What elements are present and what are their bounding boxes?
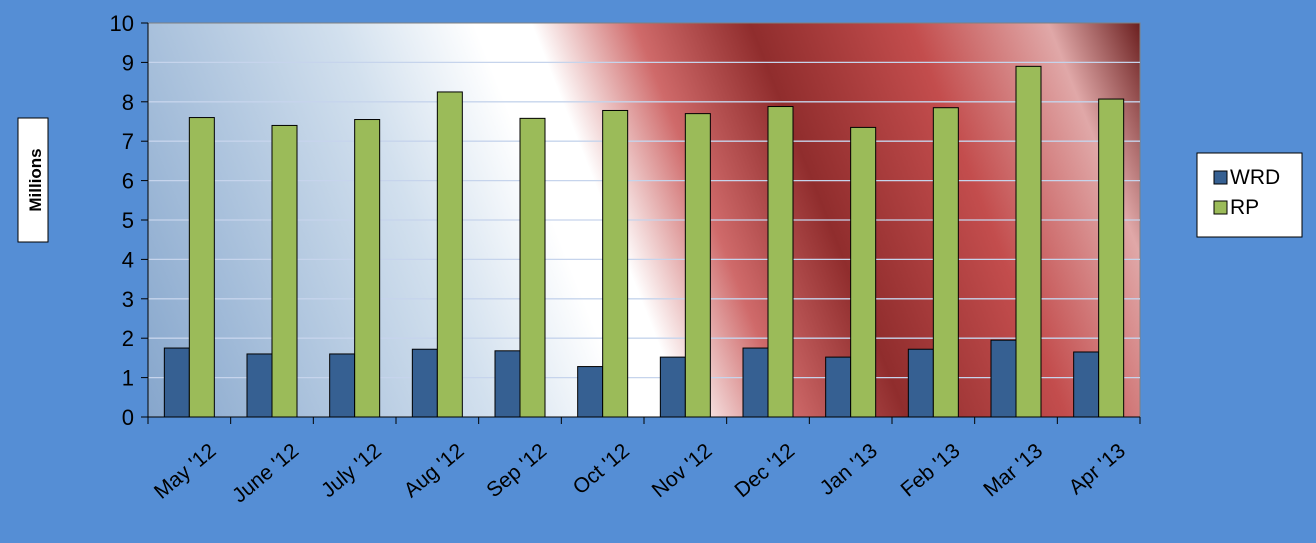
bar-rp <box>519 117 546 418</box>
y-axis-title-box <box>17 117 49 243</box>
bar-rp <box>767 106 794 418</box>
y-tick-label: 5 <box>122 208 134 233</box>
x-tick-label: Sep '12 <box>482 439 551 502</box>
x-tick-label: Feb '13 <box>897 439 965 501</box>
bar-rp <box>1098 98 1125 418</box>
y-tick-label: 10 <box>110 11 134 36</box>
legend-label-rp: RP <box>1230 196 1259 219</box>
bar-wrd <box>246 353 273 418</box>
x-tick-label: June '12 <box>228 439 303 507</box>
bar-wrd <box>163 347 190 418</box>
legend-swatch-rp <box>1213 200 1228 215</box>
bar-rp <box>436 91 463 418</box>
bar-rp <box>354 119 381 418</box>
axes <box>141 22 1141 424</box>
bar-wrd <box>494 350 521 418</box>
x-tick-label: May '12 <box>150 439 221 503</box>
bar-rp <box>932 107 959 418</box>
y-tick-label: 6 <box>122 169 134 194</box>
bar-wrd <box>329 353 356 418</box>
bar-rp <box>188 117 215 418</box>
bar-wrd <box>1073 351 1100 418</box>
y-tick-label: 7 <box>122 129 134 154</box>
bar-rp <box>850 126 877 418</box>
bar-wrd <box>577 366 604 418</box>
legend-label-wrd: WRD <box>1230 166 1280 189</box>
x-tick-label: Aug '12 <box>400 439 469 502</box>
bar-wrd <box>907 348 934 418</box>
y-axis-title: Millions <box>17 117 49 243</box>
bars <box>163 65 1125 418</box>
y-tick-label: 1 <box>122 366 134 391</box>
x-tick-label: July '12 <box>317 439 386 502</box>
y-tick-label: 0 <box>122 405 134 430</box>
legend: WRD RP <box>1196 152 1303 238</box>
x-tick-label: Jan '13 <box>816 439 882 500</box>
legend-swatch-wrd <box>1213 170 1228 185</box>
y-tick-label: 2 <box>122 326 134 351</box>
bar-wrd <box>411 348 438 418</box>
y-axis-label: Millions <box>26 148 45 211</box>
x-tick-label: Dec '12 <box>730 439 799 502</box>
bar-rp <box>271 124 298 418</box>
x-tick-label: Mar '13 <box>979 439 1047 501</box>
gridlines <box>148 61 1140 379</box>
x-tick-label: Oct '12 <box>569 439 634 499</box>
bar-wrd <box>742 347 769 418</box>
bar-wrd <box>990 339 1017 418</box>
y-tick-label: 3 <box>122 287 134 312</box>
bar-wrd <box>825 356 852 418</box>
bar-rp <box>684 113 711 418</box>
x-tick-label: Nov '12 <box>648 439 717 502</box>
bar-wrd <box>659 356 686 418</box>
legend-box <box>1196 152 1303 238</box>
bar-rp <box>1015 65 1042 418</box>
bar-rp <box>602 109 629 418</box>
y-tick-labels: 0 1 2 3 4 5 6 7 8 9 10 <box>110 11 134 430</box>
x-tick-label: Apr '13 <box>1065 439 1130 499</box>
y-tick-label: 4 <box>122 247 134 272</box>
y-tick-label: 9 <box>122 50 134 75</box>
x-tick-labels: May '12 June '12 July '12 Aug '12 Sep '12 Oct… <box>150 439 1130 507</box>
y-tick-label: 8 <box>122 90 134 115</box>
